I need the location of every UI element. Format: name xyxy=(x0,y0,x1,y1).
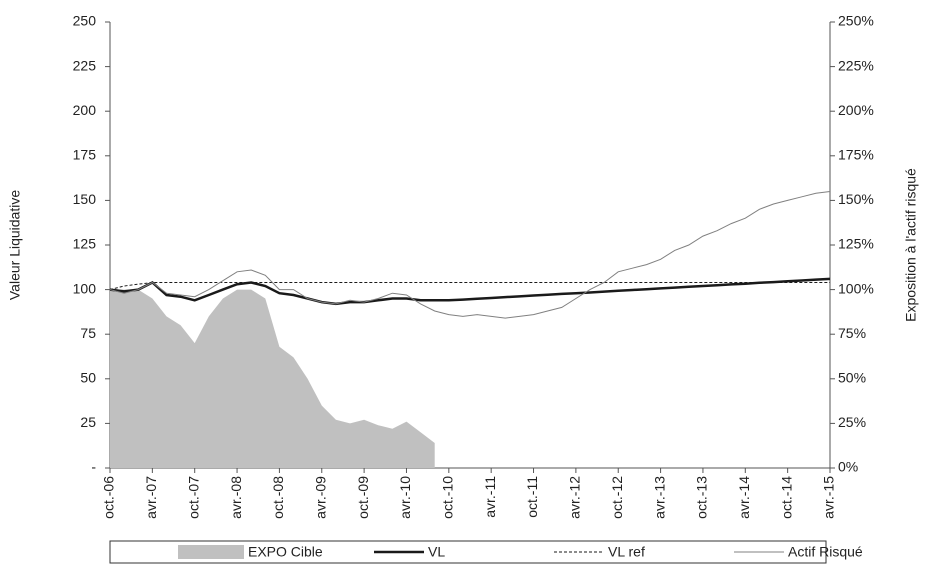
y-tick-label: 25 xyxy=(80,414,96,430)
y2-tick-label: 250% xyxy=(838,13,874,29)
y2-tick-label: 25% xyxy=(838,414,866,430)
y-tick-label: 125 xyxy=(73,236,97,252)
x-tick-label: avr.-07 xyxy=(143,476,159,519)
y2-tick-label: 175% xyxy=(838,147,874,163)
x-tick-label: avr.-09 xyxy=(312,476,328,519)
x-tick-label: oct.-13 xyxy=(694,476,710,519)
y-tick-label: - xyxy=(91,459,96,475)
x-tick-label: oct.-07 xyxy=(185,476,201,519)
y-tick-label: 100 xyxy=(73,280,97,296)
y-tick-label: 250 xyxy=(73,13,97,29)
y2-tick-label: 125% xyxy=(838,236,874,252)
y2-tick-label: 150% xyxy=(838,191,874,207)
area xyxy=(110,289,435,468)
x-tick-label: oct.-11 xyxy=(524,476,540,518)
y-tick-label: 225 xyxy=(73,57,97,73)
line xyxy=(109,277,831,306)
y-tick-label: 150 xyxy=(73,191,97,207)
x-tick-label: avr.-11 xyxy=(482,476,498,518)
line xyxy=(109,282,830,291)
legend-label: EXPO Cible xyxy=(248,544,323,560)
x-tick-label: avr.-12 xyxy=(567,476,583,519)
y2-axis-title: Exposition à l'actif risqué xyxy=(903,168,919,322)
x-tick-label: oct.-14 xyxy=(778,476,794,519)
legend-label: VL xyxy=(428,544,445,560)
x-tick-label: avr.-15 xyxy=(821,476,837,519)
x-tick-label: oct.-12 xyxy=(609,476,625,519)
legend-box xyxy=(109,540,827,564)
y2-tick-label: 225% xyxy=(838,57,874,73)
x-tick-label: oct.-09 xyxy=(355,476,371,519)
x-tick-label: oct.-06 xyxy=(101,476,117,519)
line xyxy=(109,191,831,319)
y2-tick-label: 100% xyxy=(838,280,874,296)
x-tick-label: oct.-08 xyxy=(270,476,286,519)
y-tick-label: 50 xyxy=(80,370,96,386)
x-tick-label: avr.-08 xyxy=(228,476,244,519)
y2-tick-label: 200% xyxy=(838,102,874,118)
y-tick-label: 75 xyxy=(80,325,96,341)
legend-swatch xyxy=(178,545,244,559)
x-tick-label: avr.-13 xyxy=(651,476,667,519)
y-tick-label: 175 xyxy=(73,147,97,163)
legend-label: VL ref xyxy=(608,544,645,560)
y2-tick-label: 50% xyxy=(838,370,866,386)
x-tick-label: avr.-14 xyxy=(736,476,752,519)
x-tick-label: oct.-10 xyxy=(440,476,456,519)
y-tick-label: 200 xyxy=(73,102,97,118)
legend-label: Actif Risqué xyxy=(788,544,863,560)
y2-tick-label: 75% xyxy=(838,325,866,341)
y2-tick-label: 0% xyxy=(838,459,858,475)
y-axis-title: Valeur Liquidative xyxy=(7,190,23,300)
x-tick-label: avr.-10 xyxy=(397,476,413,519)
